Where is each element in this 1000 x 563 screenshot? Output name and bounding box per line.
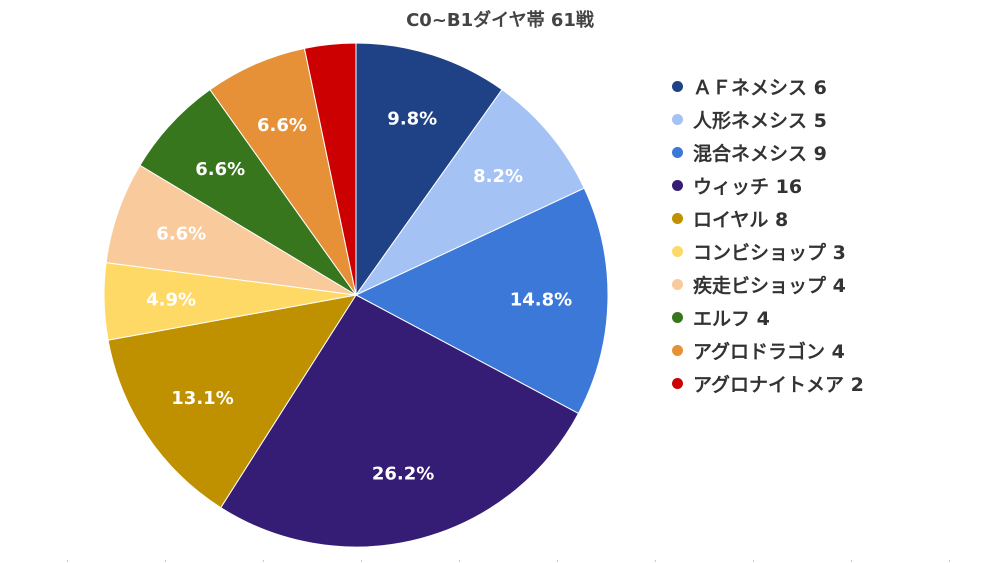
legend-item: 人形ネメシス 5 — [672, 103, 864, 136]
legend-label: アグロドラゴン 4 — [693, 341, 845, 363]
legend-item: ＡＦネメシス 6 — [672, 70, 864, 103]
legend-label: コンビショップ 3 — [693, 242, 846, 264]
gridline-tick — [263, 560, 264, 562]
legend-swatch — [672, 147, 683, 158]
pie-slice — [354, 88, 585, 297]
legend-swatch — [672, 180, 683, 191]
gridline-tick — [361, 560, 362, 562]
legend-label: 疾走ビショップ 4 — [693, 275, 846, 297]
legend-item: コンビショップ 3 — [672, 235, 864, 268]
pie-slice — [107, 294, 358, 509]
legend-swatch — [672, 345, 683, 356]
legend-label: エルフ 4 — [693, 308, 770, 330]
legend-label: 混合ネメシス 9 — [693, 143, 827, 165]
slice-label: 9.8% — [387, 108, 437, 129]
gridline-tick — [655, 560, 656, 562]
legend-label: アグロナイトメア 2 — [693, 374, 864, 396]
gridline-tick — [851, 560, 852, 562]
legend-swatch — [672, 114, 683, 125]
slice-label: 26.2% — [372, 463, 434, 484]
legend-label: ＡＦネメシス 6 — [693, 77, 827, 99]
gridline-tick — [753, 560, 754, 562]
slice-label: 6.6% — [195, 159, 245, 180]
legend-item: 混合ネメシス 9 — [672, 136, 864, 169]
chart-title: C0~B1ダイヤ帯 61戦 — [406, 10, 594, 31]
legend-item: ウィッチ 16 — [672, 169, 864, 202]
pie-slice — [355, 42, 503, 297]
legend-swatch — [672, 246, 683, 257]
legend: ＡＦネメシス 6 人形ネメシス 5 混合ネメシス 9 ウィッチ 16 ロイヤル 8 コンビ… — [672, 70, 864, 400]
pie-slice — [354, 187, 609, 415]
legend-swatch — [672, 213, 683, 224]
legend-item: アグロドラゴン 4 — [672, 334, 864, 367]
gridline-tick — [459, 560, 460, 562]
legend-label: 人形ネメシス 5 — [693, 110, 827, 132]
legend-item: 疾走ビショップ 4 — [672, 268, 864, 301]
slice-label: 13.1% — [171, 388, 233, 409]
legend-swatch — [672, 279, 683, 290]
slice-label: 14.8% — [510, 289, 572, 310]
gridline-tick — [557, 560, 558, 562]
legend-swatch — [672, 312, 683, 323]
pie-slice — [220, 294, 580, 548]
gridline-tick — [949, 560, 950, 562]
pie-slice — [303, 42, 357, 296]
legend-swatch — [672, 378, 683, 389]
slice-label: 6.6% — [257, 115, 307, 136]
legend-label: ロイヤル 8 — [693, 209, 789, 231]
legend-item: エルフ 4 — [672, 301, 864, 334]
legend-item: アグロナイトメア 2 — [672, 367, 864, 400]
gridline-tick — [67, 560, 68, 562]
slice-label: 8.2% — [473, 166, 523, 187]
legend-item: ロイヤル 8 — [672, 202, 864, 235]
legend-swatch — [672, 81, 683, 92]
gridline-tick — [165, 560, 166, 562]
slice-label: 4.9% — [146, 289, 196, 310]
slice-label: 6.6% — [156, 224, 206, 245]
legend-label: ウィッチ 16 — [693, 176, 803, 198]
